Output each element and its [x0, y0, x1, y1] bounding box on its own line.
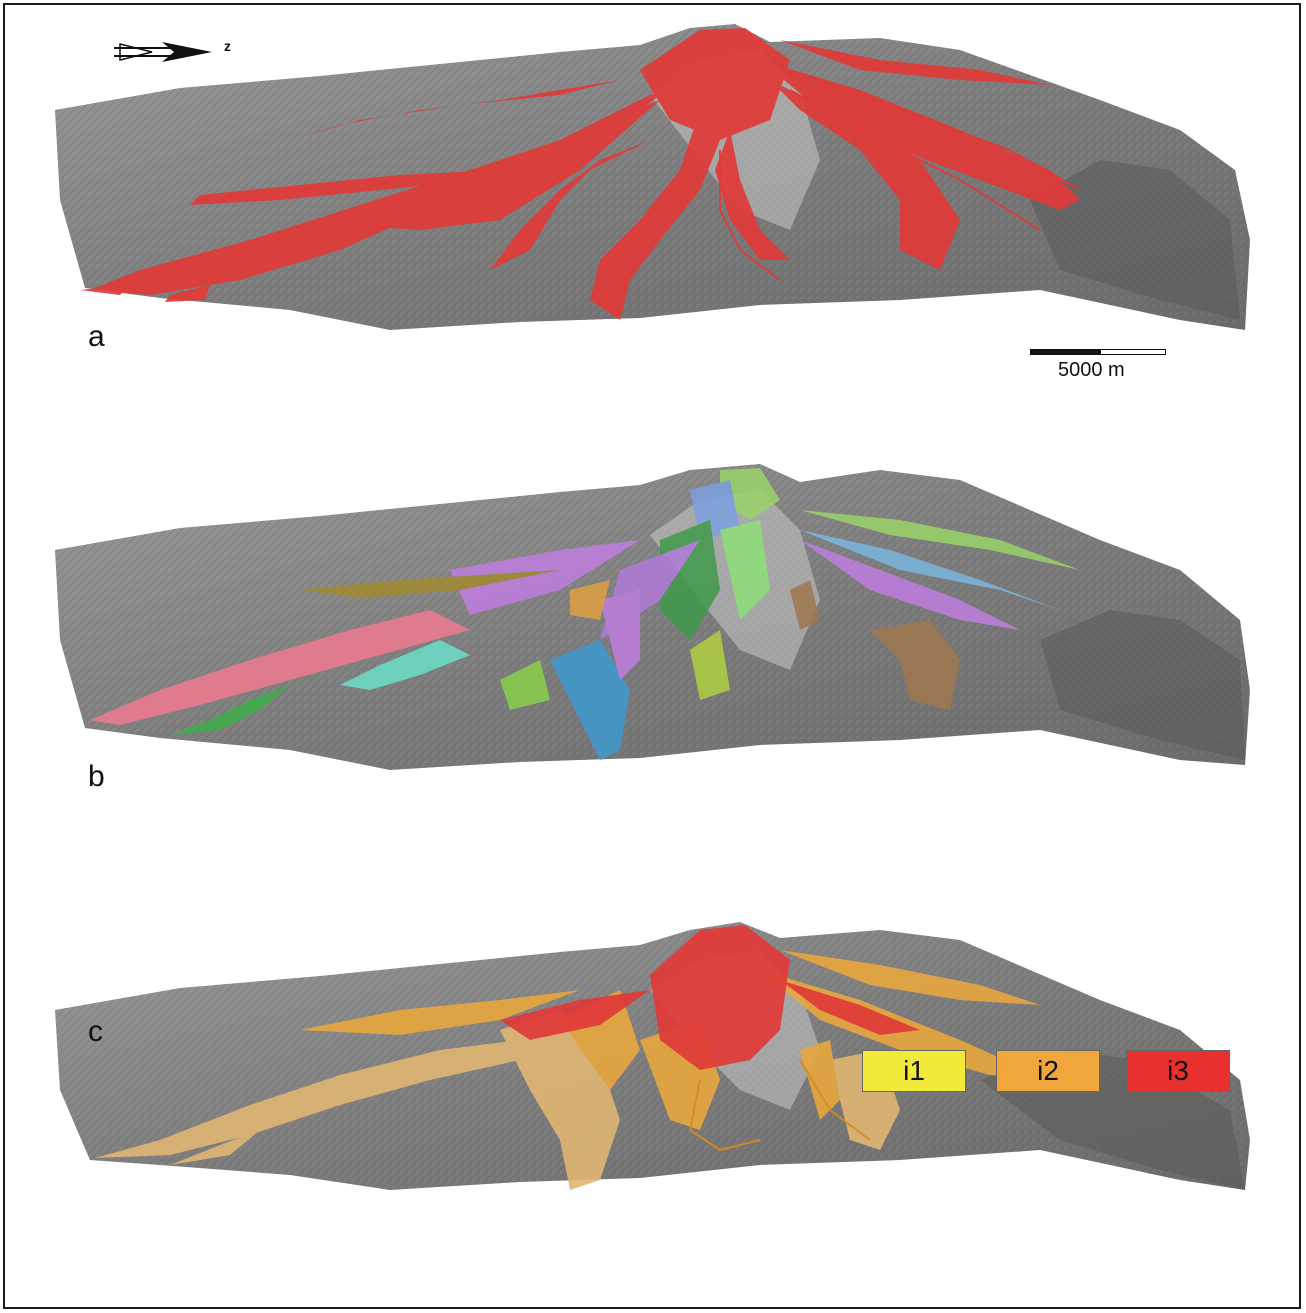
legend-item-i1: i1 — [862, 1050, 966, 1092]
panel-label-b: b — [88, 760, 105, 793]
north-arrow: z — [112, 38, 242, 68]
legend-label-i3: i3 — [1167, 1055, 1189, 1086]
legend-label-i1: i1 — [903, 1055, 925, 1086]
legend-item-i2: i2 — [996, 1050, 1100, 1092]
legend-label-i2: i2 — [1037, 1055, 1059, 1086]
ridge-right — [1040, 610, 1245, 760]
panel-b-map — [55, 464, 1250, 770]
panel-a-map — [55, 24, 1250, 330]
panel-a: a — [0, 0, 1306, 360]
red-streaks — [719, 69, 1081, 281]
scale-bar-black-segment — [1030, 349, 1100, 355]
scale-bar-white-segment — [1100, 349, 1166, 355]
lava-flows-i3 — [500, 925, 920, 1070]
scale-bar: 5000 m — [1030, 349, 1170, 389]
legend-item-i3: i3 — [1126, 1050, 1230, 1092]
lava-flows-colored — [90, 468, 1080, 760]
scale-bar-label: 5000 m — [1058, 359, 1125, 381]
panel-b: b — [0, 440, 1306, 800]
panel-label-c: c — [88, 1015, 103, 1048]
legend: i1 i2 i3 — [0, 1050, 1306, 1094]
ridge-right — [1030, 160, 1240, 320]
north-arrow-label: z — [224, 38, 231, 54]
flow-outlines — [688, 1059, 871, 1152]
north-arrow-icon — [114, 42, 212, 62]
panel-label-a: a — [88, 320, 105, 353]
lava-flows-red — [80, 28, 1080, 320]
